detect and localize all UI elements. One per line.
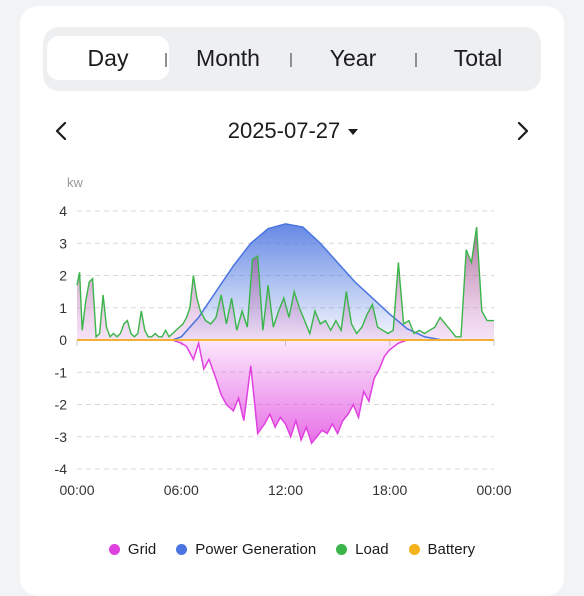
date-picker[interactable]: 2025-07-27 [203,112,383,150]
y-axis-ticks: 4 3 2 1 0 -1 -2 -3 -4 [55,203,68,477]
y-tick-label: 2 [59,268,67,284]
tab-total[interactable]: Total [453,44,503,71]
tab-month[interactable]: Month [196,44,260,71]
chevron-right-icon [517,121,529,141]
power-generation-line [172,223,443,341]
x-tick-label: 12:00 [268,482,303,498]
previous-day-button[interactable] [43,112,79,150]
legend-item-power-generation[interactable]: Power Generation [176,541,316,558]
tab-divider [165,53,167,67]
legend-item-grid[interactable]: Grid [108,540,157,558]
caret-down-icon [348,129,359,135]
tab-year[interactable]: Year [329,44,377,71]
legend-label: Grid [127,540,157,558]
y-tick-label: 3 [59,235,67,251]
tab-divider [290,53,292,67]
grid-line-series [77,339,494,445]
y-tick-label: 1 [59,300,67,316]
x-axis-ticks: 00:00 06:00 12:00 18:00 00:00 [59,340,512,498]
legend-dot-grid [108,543,120,555]
x-tick-label: 06:00 [164,482,199,498]
x-tick-label: 00:00 [59,482,94,498]
legend-label: Battery [427,540,476,558]
chart-series [76,223,494,445]
x-tick-label: 00:00 [476,482,511,498]
x-tick-label: 18:00 [372,482,407,498]
legend-label: Load [355,540,389,558]
legend-item-battery[interactable]: Battery [408,540,476,558]
y-tick-label: -2 [55,397,68,413]
load-line [76,226,494,339]
legend-label: Power Generation [195,540,317,558]
legend-dot-battery [408,543,420,555]
legend-dot-power-generation [176,543,188,555]
legend-item-load[interactable]: Load [336,540,389,558]
next-day-button[interactable] [505,112,541,150]
period-tabs: Day Month Year Total [43,27,541,91]
legend-dot-load [336,543,348,555]
chart-legend: Grid Power Generation Load Battery [0,537,584,561]
grid-area [77,340,494,444]
date-navigation: 2025-07-27 [43,112,541,150]
y-tick-label: 4 [59,203,67,219]
y-tick-label: -4 [55,461,68,477]
y-tick-label: -1 [55,364,68,380]
y-tick-label: 0 [59,332,67,348]
tab-divider [415,53,417,67]
selected-date: 2025-07-27 [227,118,341,143]
load-area [77,227,494,340]
tab-day[interactable]: Day [47,36,169,80]
chevron-left-icon [55,121,67,141]
y-tick-label: -3 [55,429,68,445]
y-axis-unit: kw [67,175,84,190]
